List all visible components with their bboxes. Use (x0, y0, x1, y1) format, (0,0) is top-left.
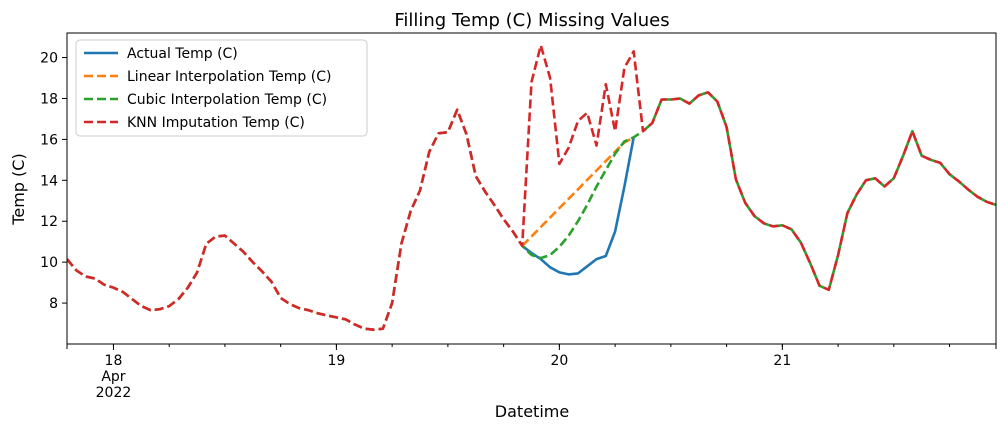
series-layer (67, 44, 996, 331)
x-axis-label: Datetime (495, 402, 569, 421)
y-tick-label: 16 (40, 132, 58, 148)
y-tick-label: 8 (49, 296, 58, 312)
series-line-4 (67, 44, 996, 331)
y-axis-label: Temp (C) (9, 153, 28, 225)
y-tick-label: 10 (40, 255, 58, 271)
legend-label-4: KNN Imputation Temp (C) (127, 115, 305, 131)
plot-area (66, 32, 997, 345)
x-tick-label: 21 (773, 353, 791, 369)
x-tick-label: 19 (327, 353, 345, 369)
legend: Actual Temp (C) Linear Interpolation Temp… (75, 39, 368, 137)
y-tick-label: 18 (40, 91, 58, 107)
legend-label-2: Linear Interpolation Temp (C) (127, 69, 331, 85)
legend-frame (75, 39, 368, 137)
y-tick-label: 20 (40, 51, 58, 67)
x-tick-label: 18 (105, 353, 123, 369)
x-tick-label: 20 (550, 353, 568, 369)
legend-label-1: Actual Temp (C) (127, 46, 238, 62)
legend-label-3: Cubic Interpolation Temp (C) (127, 92, 327, 108)
y-axis: 8 10 12 14 16 18 20 (40, 51, 67, 312)
y-tick-label: 14 (40, 173, 58, 189)
plot-frame (66, 32, 997, 345)
x-tick-sublabel: 2022 (96, 385, 132, 401)
x-tick-sublabel: Apr (101, 369, 125, 385)
y-tick-label: 12 (40, 214, 58, 230)
chart-title: Filling Temp (C) Missing Values (394, 10, 669, 31)
